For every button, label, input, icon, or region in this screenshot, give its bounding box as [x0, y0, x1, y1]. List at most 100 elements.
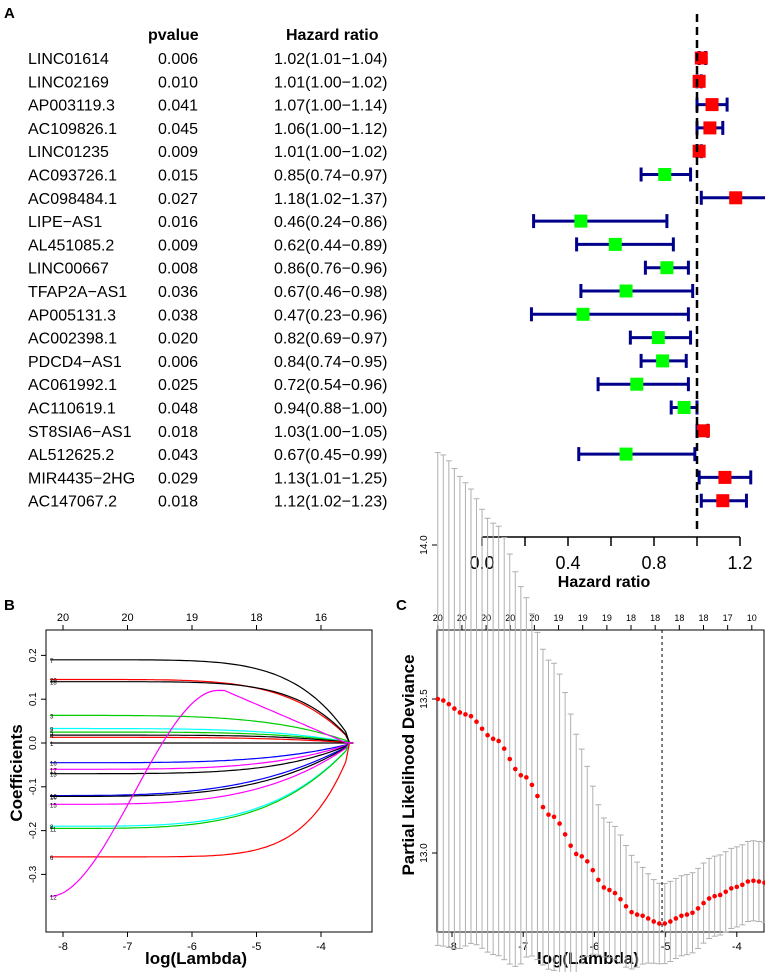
coef-series-line — [50, 742, 354, 805]
cv-top-tick-label: 18 — [650, 613, 660, 623]
p-value: 0.009 — [158, 237, 198, 254]
p-value: 0.015 — [158, 168, 198, 185]
cv-y-tick-label: 13.0 — [419, 843, 430, 863]
cv-deviance-point — [435, 696, 441, 702]
hazard-ratio-text: 0.94(0.88−1.00) — [274, 401, 387, 418]
coef-top-tick-label: 16 — [315, 612, 327, 624]
cv-deviance-point — [457, 710, 463, 715]
cv-deviance-point — [485, 732, 490, 738]
p-value: 0.010 — [158, 74, 198, 91]
cv-deviance-point — [551, 814, 557, 820]
forest-x-tick-label: 0.8 — [641, 553, 666, 573]
coef-x-tick-label: -6 — [187, 941, 197, 953]
gene-name: AC109826.1 — [28, 121, 117, 138]
cv-deviance-point — [446, 701, 452, 707]
cv-x-tick-label: -4 — [732, 941, 742, 953]
cv-deviance-point — [440, 698, 446, 703]
gene-name: AC002398.1 — [28, 331, 117, 348]
cv-deviance-point — [601, 885, 607, 890]
cv-deviance-point — [501, 746, 507, 751]
coef-series-line — [50, 742, 354, 764]
hazard-ratio-text: 1.18(1.02−1.37) — [274, 191, 387, 208]
cv-top-tick-label: 20 — [481, 613, 491, 623]
hazard-ratio-text: 1.03(1.00−1.05) — [274, 424, 387, 441]
gene-name: AC098484.1 — [28, 191, 117, 208]
gene-name: LIPE−AS1 — [28, 214, 102, 231]
deviance-x-axis-label: log(Lambda) — [537, 949, 639, 968]
hazard-ratio-text: 1.13(1.01−1.25) — [274, 470, 387, 487]
gene-name: LINC00667 — [28, 261, 109, 278]
hazard-ratio-marker — [660, 261, 674, 275]
cv-deviance-point — [512, 766, 518, 772]
coef-series-group — [50, 659, 354, 897]
coef-series-label: 11 — [50, 827, 57, 833]
cv-top-tick-label: 19 — [578, 613, 588, 623]
cv-x-tick-label: -7 — [518, 941, 528, 953]
hazard-ratio-marker — [574, 214, 588, 228]
coef-x-tick-label: -8 — [58, 941, 68, 953]
coef-y-tick-label: -0.2 — [28, 822, 39, 840]
coef-series-label: 3 — [50, 714, 54, 720]
gene-name: AC093726.1 — [28, 168, 117, 185]
cv-deviance-point — [529, 782, 535, 788]
coef-top-tick-label: 18 — [250, 612, 262, 624]
cv-deviance-point — [679, 913, 684, 919]
coef-series-line — [50, 742, 354, 827]
cv-deviance-point — [507, 756, 513, 762]
coef-series-line — [50, 727, 354, 744]
gene-name: AC147067.2 — [28, 494, 117, 511]
hazard-ratio-text: 0.46(0.24−0.86) — [274, 214, 387, 231]
coef-series-label: 7 — [50, 659, 54, 665]
coef-series-line — [50, 736, 354, 744]
coef-series-label: 1 — [50, 742, 54, 748]
cv-deviance-point — [557, 821, 562, 826]
forest-x-tick-label: 0.4 — [555, 553, 580, 573]
cv-deviance-point — [590, 867, 596, 873]
cv-deviance-point — [573, 851, 579, 857]
cv-deviance-point — [690, 910, 695, 916]
forest-x-axis-label: Hazard ratio — [558, 574, 651, 591]
gene-name: AC061992.1 — [28, 377, 117, 394]
cv-deviance-point — [479, 726, 485, 732]
coef-x-tick-label: -5 — [252, 941, 262, 953]
hazard-ratio-marker — [630, 377, 644, 391]
hazard-ratio-text: 0.85(0.74−0.97) — [274, 168, 387, 185]
p-value: 0.045 — [158, 121, 198, 138]
coef-series-line — [50, 714, 354, 744]
cv-deviance-point — [634, 912, 640, 917]
coefficients-y-axis-label: Coefficients — [7, 724, 26, 821]
coef-series-label: 12 — [50, 895, 57, 901]
p-value: 0.006 — [158, 354, 198, 371]
cv-deviance-point — [535, 793, 540, 799]
cv-deviance-point — [562, 832, 568, 837]
cv-deviance-point — [524, 775, 529, 780]
coefficients-x-axis-label: log(Lambda) — [145, 949, 247, 968]
cv-top-tick-label: 19 — [602, 613, 612, 623]
gene-name: LINC01614 — [28, 51, 109, 68]
forest-plot: pvalue Hazard ratio LINC01614 0.006 1.02(1… — [28, 14, 765, 591]
coef-series-line — [50, 742, 354, 797]
hazard-ratio-text: 0.67(0.45−0.99) — [274, 447, 387, 464]
hazard-ratio-marker — [705, 98, 719, 112]
gene-name: AP005131.3 — [28, 307, 116, 324]
cv-deviance-point — [629, 909, 634, 915]
hazard-ratio-text: 0.47(0.23−0.96) — [274, 307, 387, 324]
cv-deviance-point — [518, 772, 524, 778]
p-value: 0.009 — [158, 144, 198, 161]
coef-y-tick-label: 0.0 — [28, 736, 39, 750]
cv-deviance-point — [684, 912, 690, 917]
hazard-ratio-marker — [729, 191, 743, 205]
cv-deviance-point — [496, 738, 501, 744]
hazard-ratio-text: 0.82(0.69−0.97) — [274, 331, 387, 348]
coef-series-label: 5 — [50, 731, 54, 737]
gene-name: PDCD4−AS1 — [28, 354, 122, 371]
cv-x-tick-label: -8 — [447, 941, 457, 953]
coef-series-label: 18 — [50, 681, 57, 687]
cv-deviance-point — [717, 892, 723, 898]
hazard-ratio-marker — [619, 284, 633, 298]
hazard-ratio-marker — [677, 401, 691, 414]
panel-label-c: C — [396, 597, 407, 614]
cv-deviance-point — [490, 736, 496, 742]
coef-series-label: 17 — [50, 768, 57, 774]
cross-validation-chart: Partial Likelihood Deviance log(Lambda) … — [399, 452, 765, 972]
